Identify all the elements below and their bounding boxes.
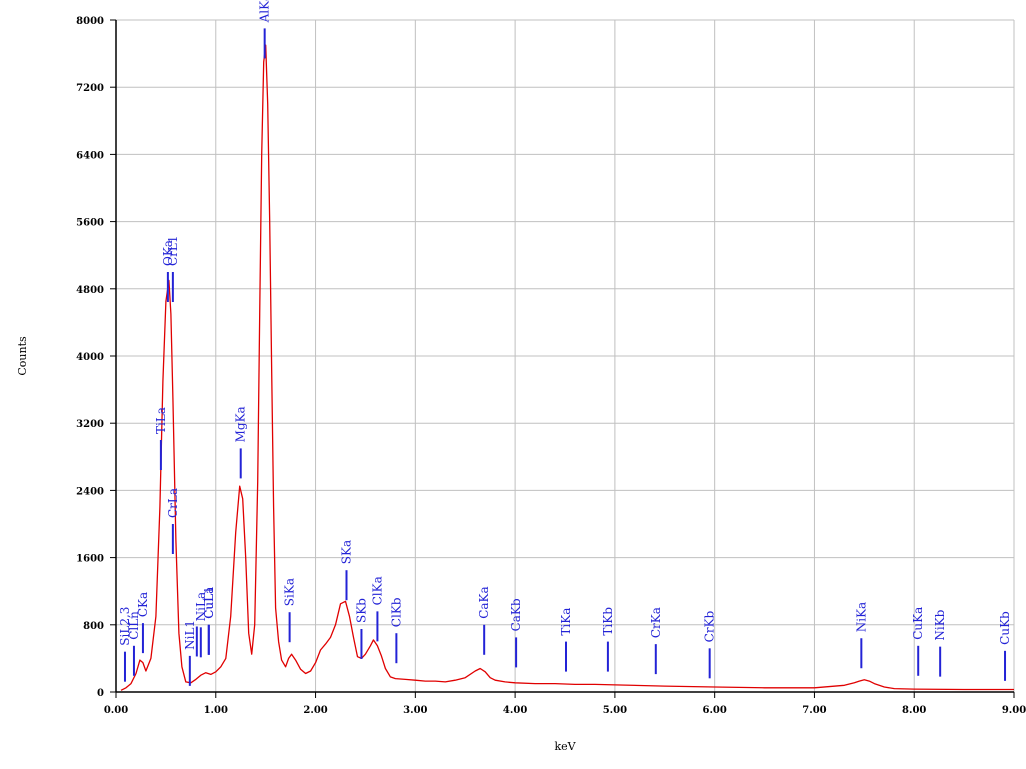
x-tick-label: 9.00: [1002, 705, 1026, 716]
x-tick-label: 5.00: [603, 705, 627, 716]
peak-label: TiLa: [154, 407, 168, 434]
y-tick-label: 800: [83, 621, 104, 632]
peak-label: NiL1: [183, 620, 197, 650]
y-tick-label: 6400: [76, 150, 104, 161]
y-tick-label: 8000: [76, 16, 104, 27]
peak-label: CuKb: [998, 611, 1012, 645]
peak-label: CrKa: [649, 607, 663, 638]
x-tick-label: 3.00: [403, 705, 427, 716]
peak-label: OKa: [161, 240, 175, 266]
peak-label: CrL1: [166, 235, 180, 266]
peak-label: CKa: [136, 592, 150, 617]
y-tick-label: 2400: [76, 486, 104, 497]
y-tick-label: 7200: [76, 83, 104, 94]
x-axis-label: keV: [554, 740, 576, 753]
peak-label: NiKb: [933, 609, 947, 640]
peak-label: ClKa: [370, 576, 384, 605]
peak-label: SKa: [339, 540, 353, 564]
peak-label: CuKa: [911, 607, 925, 640]
y-tick-label: 4800: [76, 285, 104, 296]
peak-label: CaKb: [509, 598, 523, 631]
y-tick-label: 1600: [76, 554, 104, 565]
axes: [110, 19, 1015, 698]
x-tick-label: 6.00: [702, 705, 726, 716]
x-tick-label: 4.00: [503, 705, 527, 716]
peak-label: CrKb: [703, 610, 717, 642]
peak-label: ClKb: [389, 597, 403, 627]
y-tick-labels: 0 800 1600 2400 3200 4000 4800 5600 6400 7200 8000: [76, 16, 104, 699]
peak-label: CrLa: [166, 488, 180, 518]
peak-label: CuL1: [202, 586, 216, 619]
peak-label: MgKa: [234, 406, 248, 442]
peak-label: NiLa: [194, 592, 208, 621]
x-tick-label: 8.00: [902, 705, 926, 716]
peak-label: CuLa: [202, 587, 216, 619]
y-tick-label: 5600: [76, 218, 104, 229]
peak-label: SiKa: [283, 578, 297, 606]
x-tick-label: 1.00: [204, 705, 228, 716]
peak-label: SiL2,3: [118, 607, 132, 646]
peak-label: NiKa: [854, 602, 868, 632]
y-tick-label: 4000: [76, 352, 104, 363]
peak-label: AlKa: [258, 0, 272, 23]
x-tick-label: 7.00: [802, 705, 826, 716]
y-tick-label: 0: [97, 688, 104, 699]
peak-label: SKb: [354, 598, 368, 623]
peak-label: CaKa: [477, 586, 491, 618]
peak-label: ClLn: [127, 611, 141, 640]
x-tick-labels: 0.00 1.00 2.00 3.00 4.00 5.00 6.00 7.00 8.00 9.00: [104, 705, 1026, 716]
peak-label: TiKa: [559, 608, 573, 636]
x-tick-label: 0.00: [104, 705, 128, 716]
peak-label: TiKb: [601, 607, 615, 636]
spectrum-series: [120, 44, 1014, 691]
x-tick-label: 2.00: [303, 705, 327, 716]
y-axis-label: Counts: [16, 336, 29, 376]
y-tick-label: 3200: [76, 419, 104, 430]
spectrum-line: [120, 44, 1014, 691]
